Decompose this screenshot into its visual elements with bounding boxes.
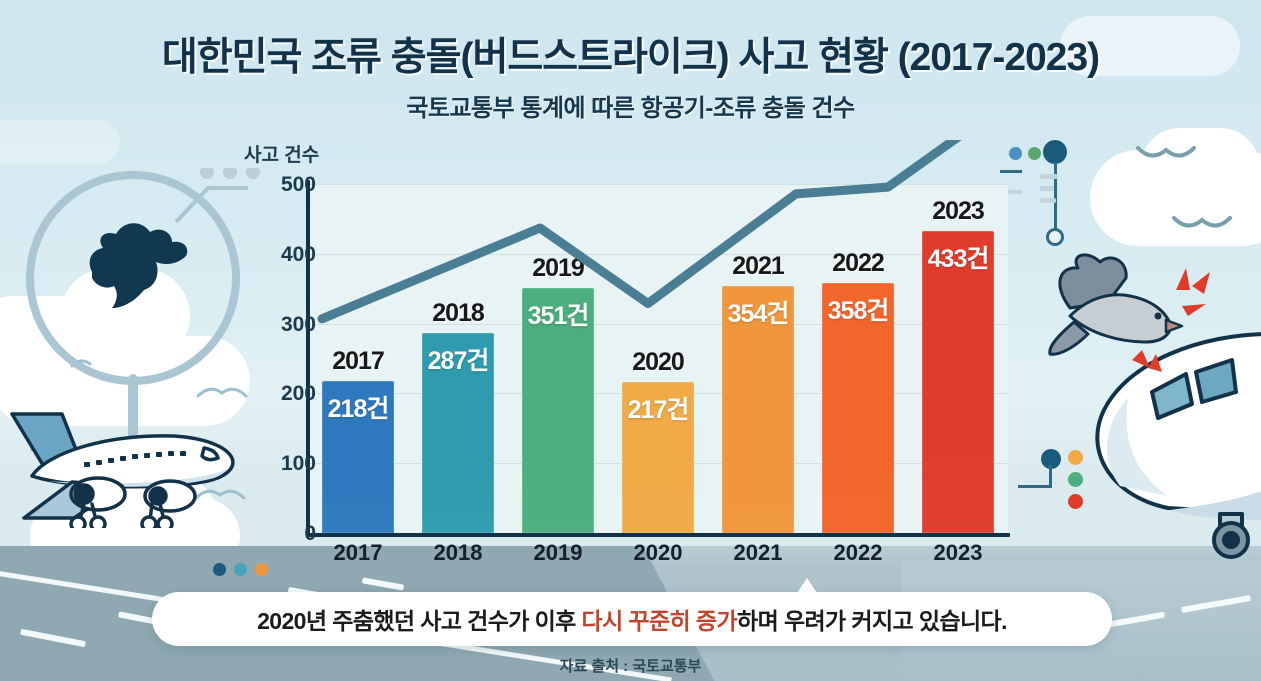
bar-value-label: 433건 — [927, 244, 990, 273]
source-note: 자료 출처 : 국토교통부 — [559, 658, 702, 675]
bar-year-label: 2022 — [832, 249, 885, 278]
bar-value-label: 217건 — [627, 395, 690, 424]
gridline — [308, 323, 1008, 325]
cloud-haze-left — [0, 120, 120, 164]
decor-connector-elbow-h — [1018, 485, 1052, 488]
decor-dot-navy — [1043, 140, 1067, 164]
decor-dot-green — [1028, 147, 1041, 160]
y-tick-label: 400 — [280, 242, 316, 266]
y-tick-label: 200 — [280, 382, 316, 406]
y-axis-line — [306, 180, 310, 537]
bar-year-label: 2019 — [532, 254, 585, 282]
y-tick-label: 0 — [304, 522, 316, 545]
x-tick-label: 2021 — [733, 540, 783, 565]
decor-connector-elbow-v — [1049, 465, 1052, 487]
caption-tail — [795, 578, 819, 596]
x-tick-label: 2020 — [633, 540, 683, 565]
x-tick-label: 2018 — [433, 540, 483, 565]
decor-bar-2 — [1040, 186, 1054, 191]
cloud-top-right — [1060, 16, 1240, 76]
x-tick-label: 2023 — [933, 540, 983, 565]
bar-value-label: 287건 — [427, 346, 490, 375]
caption-part1: 2020년 주춤했던 사고 건수가 이후 — [257, 608, 582, 634]
bar-2023[interactable]: 433건 — [922, 230, 994, 533]
impact-marks — [1132, 268, 1210, 372]
bar-year-label: 2023 — [932, 196, 985, 225]
bar-year-label: 2018 — [432, 298, 485, 327]
cloud-right-b — [1140, 128, 1260, 208]
y-tick-label: 500 — [280, 173, 316, 196]
y-tick-label: 300 — [280, 312, 316, 336]
cabin-windows — [84, 451, 186, 467]
bar-2017[interactable]: 218건 — [322, 380, 394, 533]
x-tick-label: 2017 — [333, 540, 383, 565]
bar-value-label: 358건 — [827, 297, 890, 326]
decor-dot-navy-2 — [1041, 449, 1061, 469]
decor-bar-1 — [1040, 174, 1058, 179]
y-axis-title: 사고 건수 — [244, 145, 320, 166]
bar-2022[interactable]: 358건 — [822, 283, 894, 533]
x-tick-label: 2019 — [533, 540, 583, 565]
bar-value-label: 354건 — [727, 299, 790, 328]
right-bird-flock-icon — [1136, 146, 1232, 228]
colliding-bird-icon — [1048, 253, 1210, 372]
page-title: 대한민국 조류 충돌(버드스트라이크) 사고 현황 (2017-2023) — [161, 36, 1100, 79]
bar-year-label: 2017 — [332, 346, 385, 375]
caption-text: 2020년 주춤했던 사고 건수가 이후 다시 꾸준히 증가하며 우려가 커지고… — [257, 602, 1007, 636]
bar-2020[interactable]: 217건 — [622, 381, 694, 533]
caption-part2: 하며 우려가 커지고 있습니다. — [737, 608, 1007, 634]
page-subtitle: 국토교통부 통계에 따른 항공기-조류 충돌 건수 — [406, 95, 855, 122]
decor-connector-horizontal — [1000, 170, 1022, 173]
bar-year-label: 2020 — [632, 347, 685, 376]
gridline — [308, 184, 1008, 185]
runway-dot-navy — [213, 563, 226, 576]
runway-dot-teal — [234, 563, 247, 576]
bar-chart: 사고 건수 218건 287건 351건 217건 354건 358건 433건 0 100 2… — [240, 140, 1020, 565]
bar-value-label: 218건 — [327, 394, 390, 423]
decor-dot-red-2 — [1068, 494, 1083, 509]
airplane-nose-icon — [1095, 332, 1261, 559]
decor-ring — [1046, 228, 1064, 246]
y-tick-label: 100 — [280, 452, 316, 476]
caption-highlight: 다시 꾸준히 증가 — [581, 608, 738, 634]
bar-2018[interactable]: 287건 — [422, 332, 494, 533]
decor-bar-3 — [1040, 198, 1056, 203]
bar-2019[interactable]: 351건 — [522, 288, 594, 533]
decor-dot-green-2 — [1068, 472, 1083, 487]
left-decoration-group — [26, 168, 260, 508]
bar-value-label: 351건 — [527, 302, 590, 331]
airplane-takeoff-icon — [10, 412, 235, 528]
decor-dot-blue — [1009, 147, 1022, 160]
runway-dot-orange — [255, 563, 268, 576]
decor-bar-4 — [1000, 190, 1022, 194]
caption-banner: 2020년 주춤했던 사고 건수가 이후 다시 꾸준히 증가하며 우려가 커지고… — [152, 592, 1112, 646]
x-tick-label: 2022 — [833, 540, 883, 565]
decor-dot-orange-2 — [1068, 450, 1083, 465]
bar-2021[interactable]: 354건 — [722, 285, 794, 533]
bird-silhouette-icon — [89, 223, 188, 308]
magnifier-icon — [26, 171, 240, 454]
x-axis-line — [306, 533, 1010, 537]
